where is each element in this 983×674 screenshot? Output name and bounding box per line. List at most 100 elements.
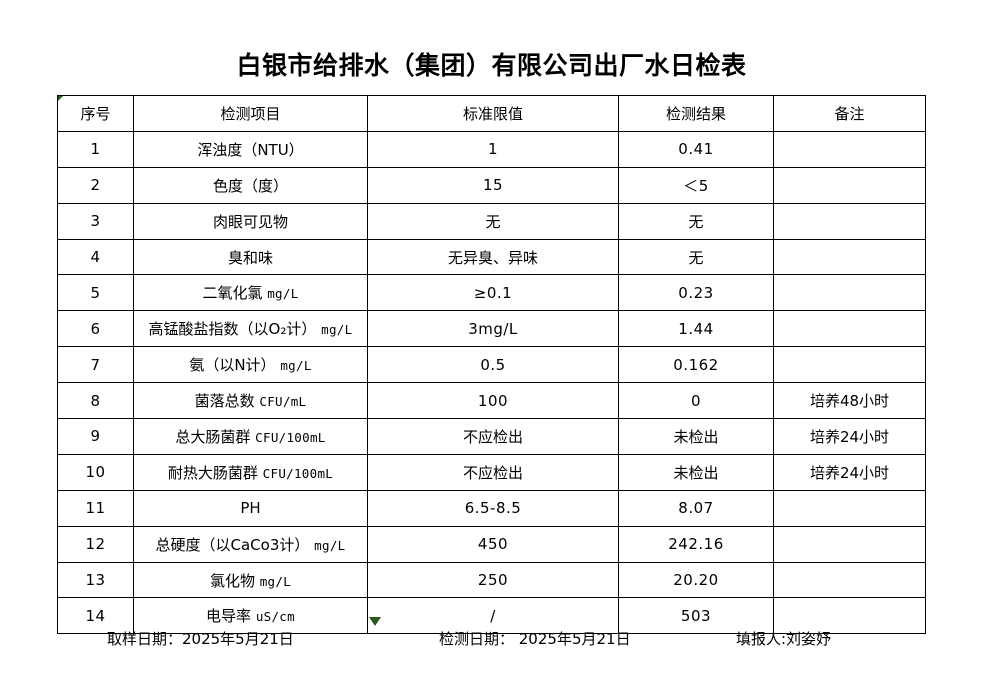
header-cell-limit: 标准限值 [367, 95, 619, 132]
cell-no: 14 [57, 597, 134, 635]
cell-result: 未检出 [618, 453, 774, 491]
cell-item: 总硬度（以CaCo3计） mg/L [133, 525, 368, 563]
cell-remark [773, 525, 926, 563]
cell-no: 11 [57, 489, 134, 527]
cell-result: 0 [618, 382, 774, 420]
table-row: 1 浑浊度（NTU） 1 0.41 [57, 130, 926, 168]
reporter-label: 填报人:刘姿妤 [736, 630, 832, 648]
cell-limit: 不应检出 [367, 418, 619, 455]
cell-no: 10 [57, 453, 134, 491]
cell-result: 未检出 [618, 418, 774, 455]
header-cell-item: 检测项目 [133, 95, 368, 132]
cell-remark: 培养48小时 [773, 382, 926, 420]
cell-item: PH [133, 489, 368, 527]
table-header-row: 序号 检测项目 标准限值 检测结果 备注 [57, 95, 926, 132]
cell-limit: ≥0.1 [367, 274, 619, 312]
cell-item-name: 臭和味 [227, 248, 273, 267]
cell-item: 菌落总数 CFU/mL [133, 382, 368, 420]
cell-remark [773, 130, 926, 168]
cell-limit: 不应检出 [367, 453, 619, 491]
table-row: 14 电导率 uS/cm/503 [57, 597, 926, 635]
header-cell-result: 检测结果 [618, 95, 774, 132]
cell-no: 4 [57, 238, 134, 276]
cell-item-unit: CFU/100mL [255, 429, 326, 445]
cell-item: 二氧化氯 mg/L [133, 274, 368, 312]
cell-item: 浑浊度（NTU） [133, 130, 368, 168]
cell-limit: 0.5 [367, 346, 619, 384]
cell-item-name: 总硬度（以CaCo3计） [155, 535, 310, 554]
table-row: 10 耐热大肠菌群 CFU/100mL 不应检出 未检出 培养24小时 [57, 453, 926, 491]
header-cell-no: 序号 [57, 95, 134, 132]
cell-item-name: 菌落总数 [194, 392, 255, 411]
table-row: 12 总硬度（以CaCo3计） mg/L 450 242.16 [57, 525, 926, 563]
table-row: 2 色度（度） 15 ＜5 [57, 166, 926, 204]
cell-item-name: 氨（以N计） [189, 356, 276, 375]
cell-item: 电导率 uS/cm [133, 597, 368, 635]
cell-item-unit: CFU/mL [259, 394, 307, 410]
cell-item-unit: mg/L [280, 358, 312, 374]
cell-no: 12 [57, 525, 134, 563]
cell-item-unit: mg/L [321, 322, 353, 338]
cell-remark [773, 346, 926, 384]
cell-item-unit: mg/L [259, 573, 292, 589]
table-row: 5 二氧化氯 mg/L ≥0.1 0.23 [57, 274, 926, 312]
cell-limit: 250 [367, 561, 619, 599]
cell-item-name: 浑浊度（NTU） [197, 140, 304, 159]
table-row: 8 菌落总数 CFU/mL 100 0 培养48小时 [57, 382, 926, 420]
green-triangle-marker-icon [369, 617, 381, 626]
cell-item-name: PH [240, 499, 261, 518]
cell-no: 7 [57, 346, 134, 384]
cell-item: 氯化物 mg/L [133, 561, 368, 599]
table-row: 11 PH 6.5-8.5 8.07 [57, 489, 926, 527]
cell-limit: 450 [367, 525, 619, 563]
cell-limit: 1 [367, 130, 619, 168]
table-body: 1 浑浊度（NTU） 1 0.41 2 色度（度） 15 ＜5 3 肉眼可见物无无 4 臭和味 无异臭、… [57, 130, 926, 635]
cell-no: 13 [57, 561, 134, 599]
cell-result: 无 [618, 202, 774, 240]
cell-item-unit: uS/cm [255, 609, 295, 625]
cell-result: 0.41 [618, 130, 774, 168]
cell-item-unit: CFU/100mL [262, 465, 334, 481]
cell-limit: 无异臭、异味 [367, 238, 619, 276]
cell-result: 242.16 [618, 525, 774, 563]
cell-item-name: 电导率 [206, 607, 252, 626]
table-row: 4 臭和味 无异臭、异味无 [57, 238, 926, 276]
cell-result: ＜5 [618, 166, 774, 204]
cell-no: 5 [57, 274, 134, 312]
cell-limit: 3mg/L [367, 310, 619, 348]
table-row: 3 肉眼可见物 无无 [57, 202, 926, 240]
table-row: 9 总大肠菌群 CFU/100mL 不应检出 未检出 培养24小时 [57, 418, 926, 455]
cell-limit: 6.5-8.5 [367, 489, 619, 527]
table-row: 6 高锰酸盐指数（以O₂计） mg/L 3mg/L 1.44 [57, 310, 926, 348]
cell-no: 2 [57, 166, 134, 204]
cell-item-name: 耐热大肠菌群 [167, 463, 258, 482]
cell-item-name: 总大肠菌群 [175, 427, 251, 446]
cell-result: 1.44 [618, 310, 774, 348]
cell-remark [773, 238, 926, 276]
cell-item-name: 二氧化氯 [202, 284, 263, 303]
cell-remark: 培养24小时 [773, 418, 926, 455]
cell-remark [773, 274, 926, 312]
cell-no: 1 [57, 130, 134, 168]
table-row: 13 氯化物 mg/L 250 20.20 [57, 561, 926, 599]
cell-item: 臭和味 [133, 238, 368, 276]
cell-remark [773, 202, 926, 240]
cell-item-name: 氯化物 [209, 571, 255, 590]
cell-result: 503 [618, 597, 774, 635]
cell-item: 耐热大肠菌群 CFU/100mL [133, 453, 368, 491]
cell-remark [773, 489, 926, 527]
cell-remark [773, 561, 926, 599]
cell-result: 8.07 [618, 489, 774, 527]
water-inspection-table: 序号 检测项目 标准限值 检测结果 备注 1 浑浊度（NTU） 1 0.41 2 色度（度… [57, 95, 926, 635]
cell-remark [773, 597, 926, 635]
cell-item: 色度（度） [133, 166, 368, 204]
cell-remark [773, 310, 926, 348]
cell-item-unit: mg/L [314, 537, 346, 553]
cell-item: 高锰酸盐指数（以O₂计） mg/L [133, 310, 368, 348]
cell-result: 0.162 [618, 346, 774, 384]
table-row: 7 氨（以N计） mg/L 0.5 0.162 [57, 346, 926, 384]
cell-item-name: 高锰酸盐指数（以O₂计） [148, 320, 317, 339]
cell-limit: / [367, 597, 619, 635]
sample-date-label: 取样日期：2025年5月21日 [107, 630, 294, 648]
cell-item-unit: mg/L [267, 286, 299, 302]
